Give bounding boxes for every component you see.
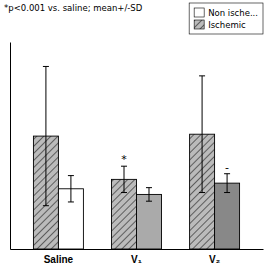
error-cap — [146, 201, 152, 202]
legend-swatch — [194, 8, 204, 17]
error-stem — [45, 66, 46, 205]
x-tick-label: V₂ — [209, 254, 220, 265]
legend-swatch — [194, 20, 204, 29]
error-cap — [146, 187, 152, 188]
plot: * - Saline V₁ V₂ — [11, 43, 264, 266]
marks — [33, 66, 239, 249]
legend-item: Non ische... — [194, 8, 258, 18]
x-axis-line — [11, 249, 264, 250]
x-tick: Saline — [44, 254, 74, 265]
error-stem — [70, 176, 71, 202]
bar — [137, 194, 162, 249]
error-bar — [224, 174, 230, 193]
error-bar — [68, 176, 74, 202]
error-bar — [121, 166, 127, 192]
x-tick-label: Saline — [44, 254, 74, 265]
error-cap — [68, 201, 74, 202]
series — [58, 174, 239, 249]
error-cap — [199, 192, 205, 193]
legend-item: Ischemic — [194, 20, 246, 30]
x-tick: V₂ — [209, 254, 220, 265]
error-stem — [148, 188, 149, 202]
y-axis — [10, 43, 11, 250]
legend-frame — [189, 3, 263, 34]
error-bar — [146, 188, 152, 202]
error-cap — [68, 175, 74, 176]
bar-annotation: - — [225, 161, 229, 174]
bar-annotation: * — [121, 153, 127, 166]
legend: Non ische... Ischemic — [189, 3, 263, 34]
error-stem — [124, 166, 125, 192]
legend-label: Non ische... — [208, 8, 258, 18]
error-cap — [199, 75, 205, 76]
error-cap — [121, 192, 127, 193]
error-cap — [43, 205, 49, 206]
series — [33, 66, 214, 249]
error-bar — [199, 76, 205, 193]
chart: * - Saline V₁ V₂ *p<0.001 vs. saline; mean+/-… — [0, 0, 271, 271]
note: *p<0.001 vs. saline; mean+/-SD — [4, 3, 143, 13]
error-cap — [224, 192, 230, 193]
x-tick: V₁ — [131, 254, 142, 265]
x-tick-label: V₁ — [131, 254, 142, 265]
error-stem — [227, 174, 228, 193]
bar — [215, 183, 240, 249]
legend-label: Ischemic — [208, 20, 246, 30]
y-axis-line — [10, 43, 11, 250]
error-bar — [43, 66, 49, 205]
error-stem — [202, 76, 203, 193]
x-axis: Saline V₁ V₂ — [11, 250, 264, 266]
error-cap — [43, 66, 49, 67]
